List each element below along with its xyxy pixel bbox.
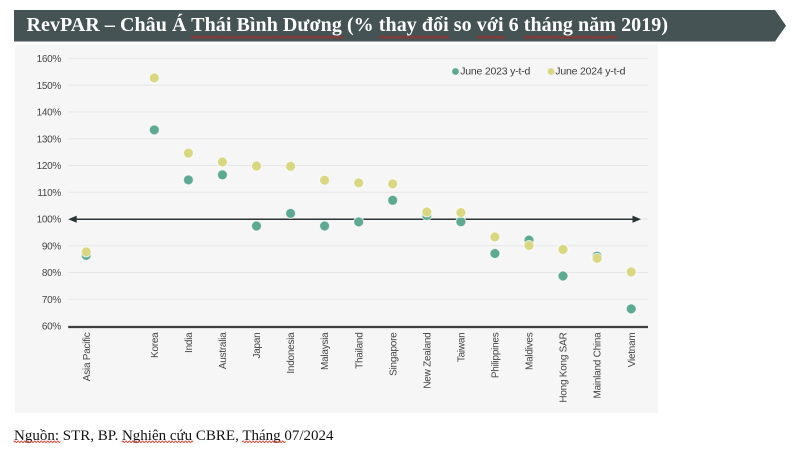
svg-text:130%: 130% (37, 134, 62, 145)
svg-text:Korea: Korea (150, 332, 161, 358)
svg-text:June 2023 y-t-d: June 2023 y-t-d (460, 65, 530, 77)
svg-text:120%: 120% (37, 161, 62, 172)
svg-text:Thailand: Thailand (354, 333, 365, 369)
svg-text:60%: 60% (42, 322, 62, 333)
svg-text:150%: 150% (37, 81, 62, 92)
svg-text:140%: 140% (37, 108, 62, 119)
svg-text:Malaysia: Malaysia (320, 332, 331, 370)
svg-text:India: India (184, 332, 195, 353)
svg-text:Maldives: Maldives (525, 332, 536, 370)
svg-text:Vietnam: Vietnam (627, 333, 638, 368)
svg-text:Asia Pacific: Asia Pacific (82, 332, 93, 381)
svg-text:80%: 80% (42, 268, 62, 279)
svg-text:100%: 100% (37, 215, 62, 226)
svg-text:Taiwan: Taiwan (457, 333, 468, 363)
svg-text:70%: 70% (42, 295, 62, 306)
svg-text:Indonesia: Indonesia (286, 332, 297, 374)
svg-text:New Zealand: New Zealand (422, 333, 433, 389)
svg-text:Hong Kong SAR: Hong Kong SAR (559, 332, 570, 402)
svg-text:June 2024 y-t-d: June 2024 y-t-d (555, 65, 625, 77)
svg-text:Australia: Australia (218, 332, 229, 369)
svg-text:Philippines: Philippines (491, 332, 502, 378)
svg-text:Singapore: Singapore (388, 332, 399, 376)
svg-text:160%: 160% (37, 54, 62, 65)
svg-text:Japan: Japan (252, 333, 263, 359)
svg-text:110%: 110% (37, 188, 61, 199)
svg-text:Mainland China: Mainland China (593, 332, 604, 399)
svg-text:90%: 90% (42, 241, 62, 252)
